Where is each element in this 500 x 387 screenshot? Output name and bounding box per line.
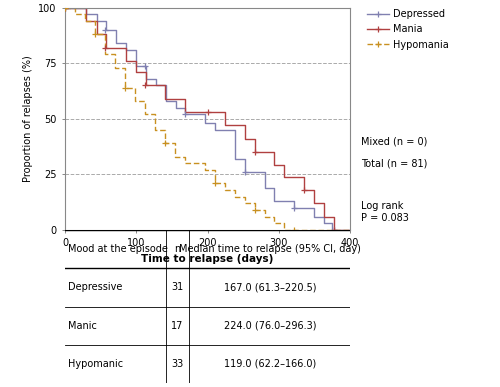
- Text: Log rank
P = 0.083: Log rank P = 0.083: [362, 201, 410, 223]
- Text: 31: 31: [172, 283, 183, 292]
- Text: 33: 33: [172, 359, 183, 369]
- Text: Median time to relapse (95% CI, day): Median time to relapse (95% CI, day): [180, 244, 361, 254]
- Text: 119.0 (62.2–166.0): 119.0 (62.2–166.0): [224, 359, 316, 369]
- Y-axis label: Proportion of relapses (%): Proportion of relapses (%): [22, 55, 32, 182]
- Legend: Depressed, Mania, Hypomania: Depressed, Mania, Hypomania: [366, 8, 450, 51]
- Text: Total (n = 81): Total (n = 81): [362, 159, 428, 169]
- Text: 17: 17: [172, 321, 184, 330]
- Text: Depressive: Depressive: [68, 283, 122, 292]
- X-axis label: Time to relapse (days): Time to relapse (days): [142, 254, 274, 264]
- Text: Mixed (n = 0): Mixed (n = 0): [362, 137, 428, 147]
- Text: Hypomanic: Hypomanic: [68, 359, 123, 369]
- Text: Manic: Manic: [68, 321, 96, 330]
- Text: 224.0 (76.0–296.3): 224.0 (76.0–296.3): [224, 321, 316, 330]
- Text: n: n: [174, 244, 180, 254]
- Text: 167.0 (61.3–220.5): 167.0 (61.3–220.5): [224, 283, 316, 292]
- Text: Mood at the episode: Mood at the episode: [68, 244, 168, 254]
